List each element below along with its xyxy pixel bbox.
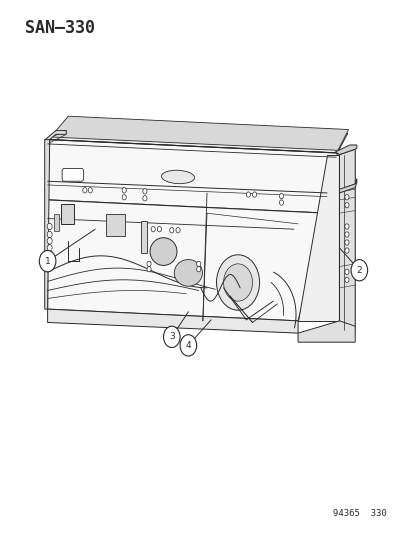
- Circle shape: [252, 192, 256, 197]
- Circle shape: [344, 240, 348, 245]
- Circle shape: [142, 189, 147, 194]
- Text: 94365  330: 94365 330: [332, 509, 386, 518]
- Circle shape: [88, 188, 92, 193]
- Polygon shape: [47, 200, 326, 321]
- Circle shape: [163, 326, 180, 348]
- Polygon shape: [45, 140, 50, 309]
- Circle shape: [223, 264, 252, 301]
- Text: 3: 3: [169, 333, 174, 341]
- Circle shape: [180, 335, 196, 356]
- Polygon shape: [339, 148, 354, 333]
- Text: 2: 2: [356, 266, 361, 274]
- Circle shape: [350, 260, 367, 281]
- FancyBboxPatch shape: [140, 221, 147, 253]
- Circle shape: [122, 195, 126, 200]
- Polygon shape: [46, 131, 66, 142]
- Circle shape: [47, 223, 52, 230]
- Circle shape: [39, 251, 56, 272]
- Polygon shape: [335, 145, 356, 155]
- Circle shape: [344, 224, 348, 229]
- Circle shape: [147, 261, 151, 266]
- Circle shape: [83, 188, 87, 193]
- Polygon shape: [47, 140, 337, 213]
- Circle shape: [196, 261, 200, 266]
- Circle shape: [147, 266, 151, 272]
- Circle shape: [122, 188, 126, 193]
- FancyBboxPatch shape: [54, 214, 59, 231]
- Circle shape: [344, 195, 348, 200]
- Circle shape: [196, 266, 200, 272]
- Circle shape: [216, 255, 259, 310]
- FancyBboxPatch shape: [62, 168, 83, 181]
- Text: 4: 4: [185, 341, 191, 350]
- Polygon shape: [50, 116, 348, 150]
- FancyBboxPatch shape: [105, 214, 125, 236]
- Polygon shape: [297, 155, 339, 321]
- Circle shape: [344, 248, 348, 253]
- Circle shape: [47, 231, 52, 238]
- Polygon shape: [50, 120, 347, 153]
- Circle shape: [157, 227, 161, 232]
- Circle shape: [344, 277, 348, 282]
- Polygon shape: [47, 309, 297, 333]
- FancyBboxPatch shape: [61, 204, 74, 224]
- Circle shape: [176, 228, 180, 233]
- Polygon shape: [297, 321, 354, 342]
- Circle shape: [344, 203, 348, 208]
- Polygon shape: [339, 149, 354, 332]
- Circle shape: [47, 238, 52, 244]
- Polygon shape: [339, 179, 356, 193]
- Circle shape: [151, 227, 155, 232]
- Circle shape: [142, 196, 147, 201]
- Circle shape: [47, 245, 52, 251]
- Circle shape: [344, 232, 348, 237]
- Circle shape: [279, 200, 283, 205]
- Circle shape: [246, 192, 250, 197]
- Polygon shape: [25, 91, 392, 384]
- Ellipse shape: [161, 170, 194, 184]
- Circle shape: [279, 193, 283, 199]
- Circle shape: [344, 269, 348, 274]
- Text: SAN–330: SAN–330: [25, 19, 95, 37]
- Circle shape: [169, 228, 173, 233]
- Ellipse shape: [150, 238, 176, 265]
- Text: 1: 1: [45, 257, 50, 265]
- Ellipse shape: [174, 260, 202, 286]
